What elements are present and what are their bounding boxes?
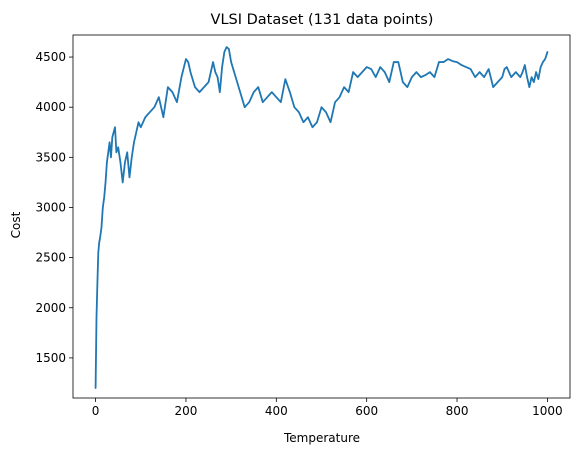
x-tick-label: 200 <box>175 404 198 418</box>
x-tick-label: 0 <box>92 404 100 418</box>
y-tick-label: 1500 <box>35 351 66 365</box>
y-tick-label: 2500 <box>35 251 66 265</box>
plot-area: 0 200 400 600 800 1000 1500 2000 2500 3000 3500 400… <box>35 34 571 418</box>
y-tick-label: 3000 <box>35 200 66 214</box>
y-tick-label: 2000 <box>35 301 66 315</box>
series-line-0 <box>94 46 549 389</box>
x-tick-label: 800 <box>446 404 469 418</box>
x-tick-label: 1000 <box>532 404 563 418</box>
y-tick-label: 4000 <box>35 100 66 114</box>
x-tick-label: 600 <box>355 404 378 418</box>
y-axis-label: Cost <box>9 211 23 238</box>
y-tick-label: 4500 <box>35 50 66 64</box>
y-tick-label: 3500 <box>35 150 66 164</box>
x-tick-label: 400 <box>265 404 288 418</box>
x-axis-label: Temperature <box>283 431 360 445</box>
chart-title: VLSI Dataset (131 data points) <box>211 12 434 28</box>
plot-frame <box>72 34 571 399</box>
